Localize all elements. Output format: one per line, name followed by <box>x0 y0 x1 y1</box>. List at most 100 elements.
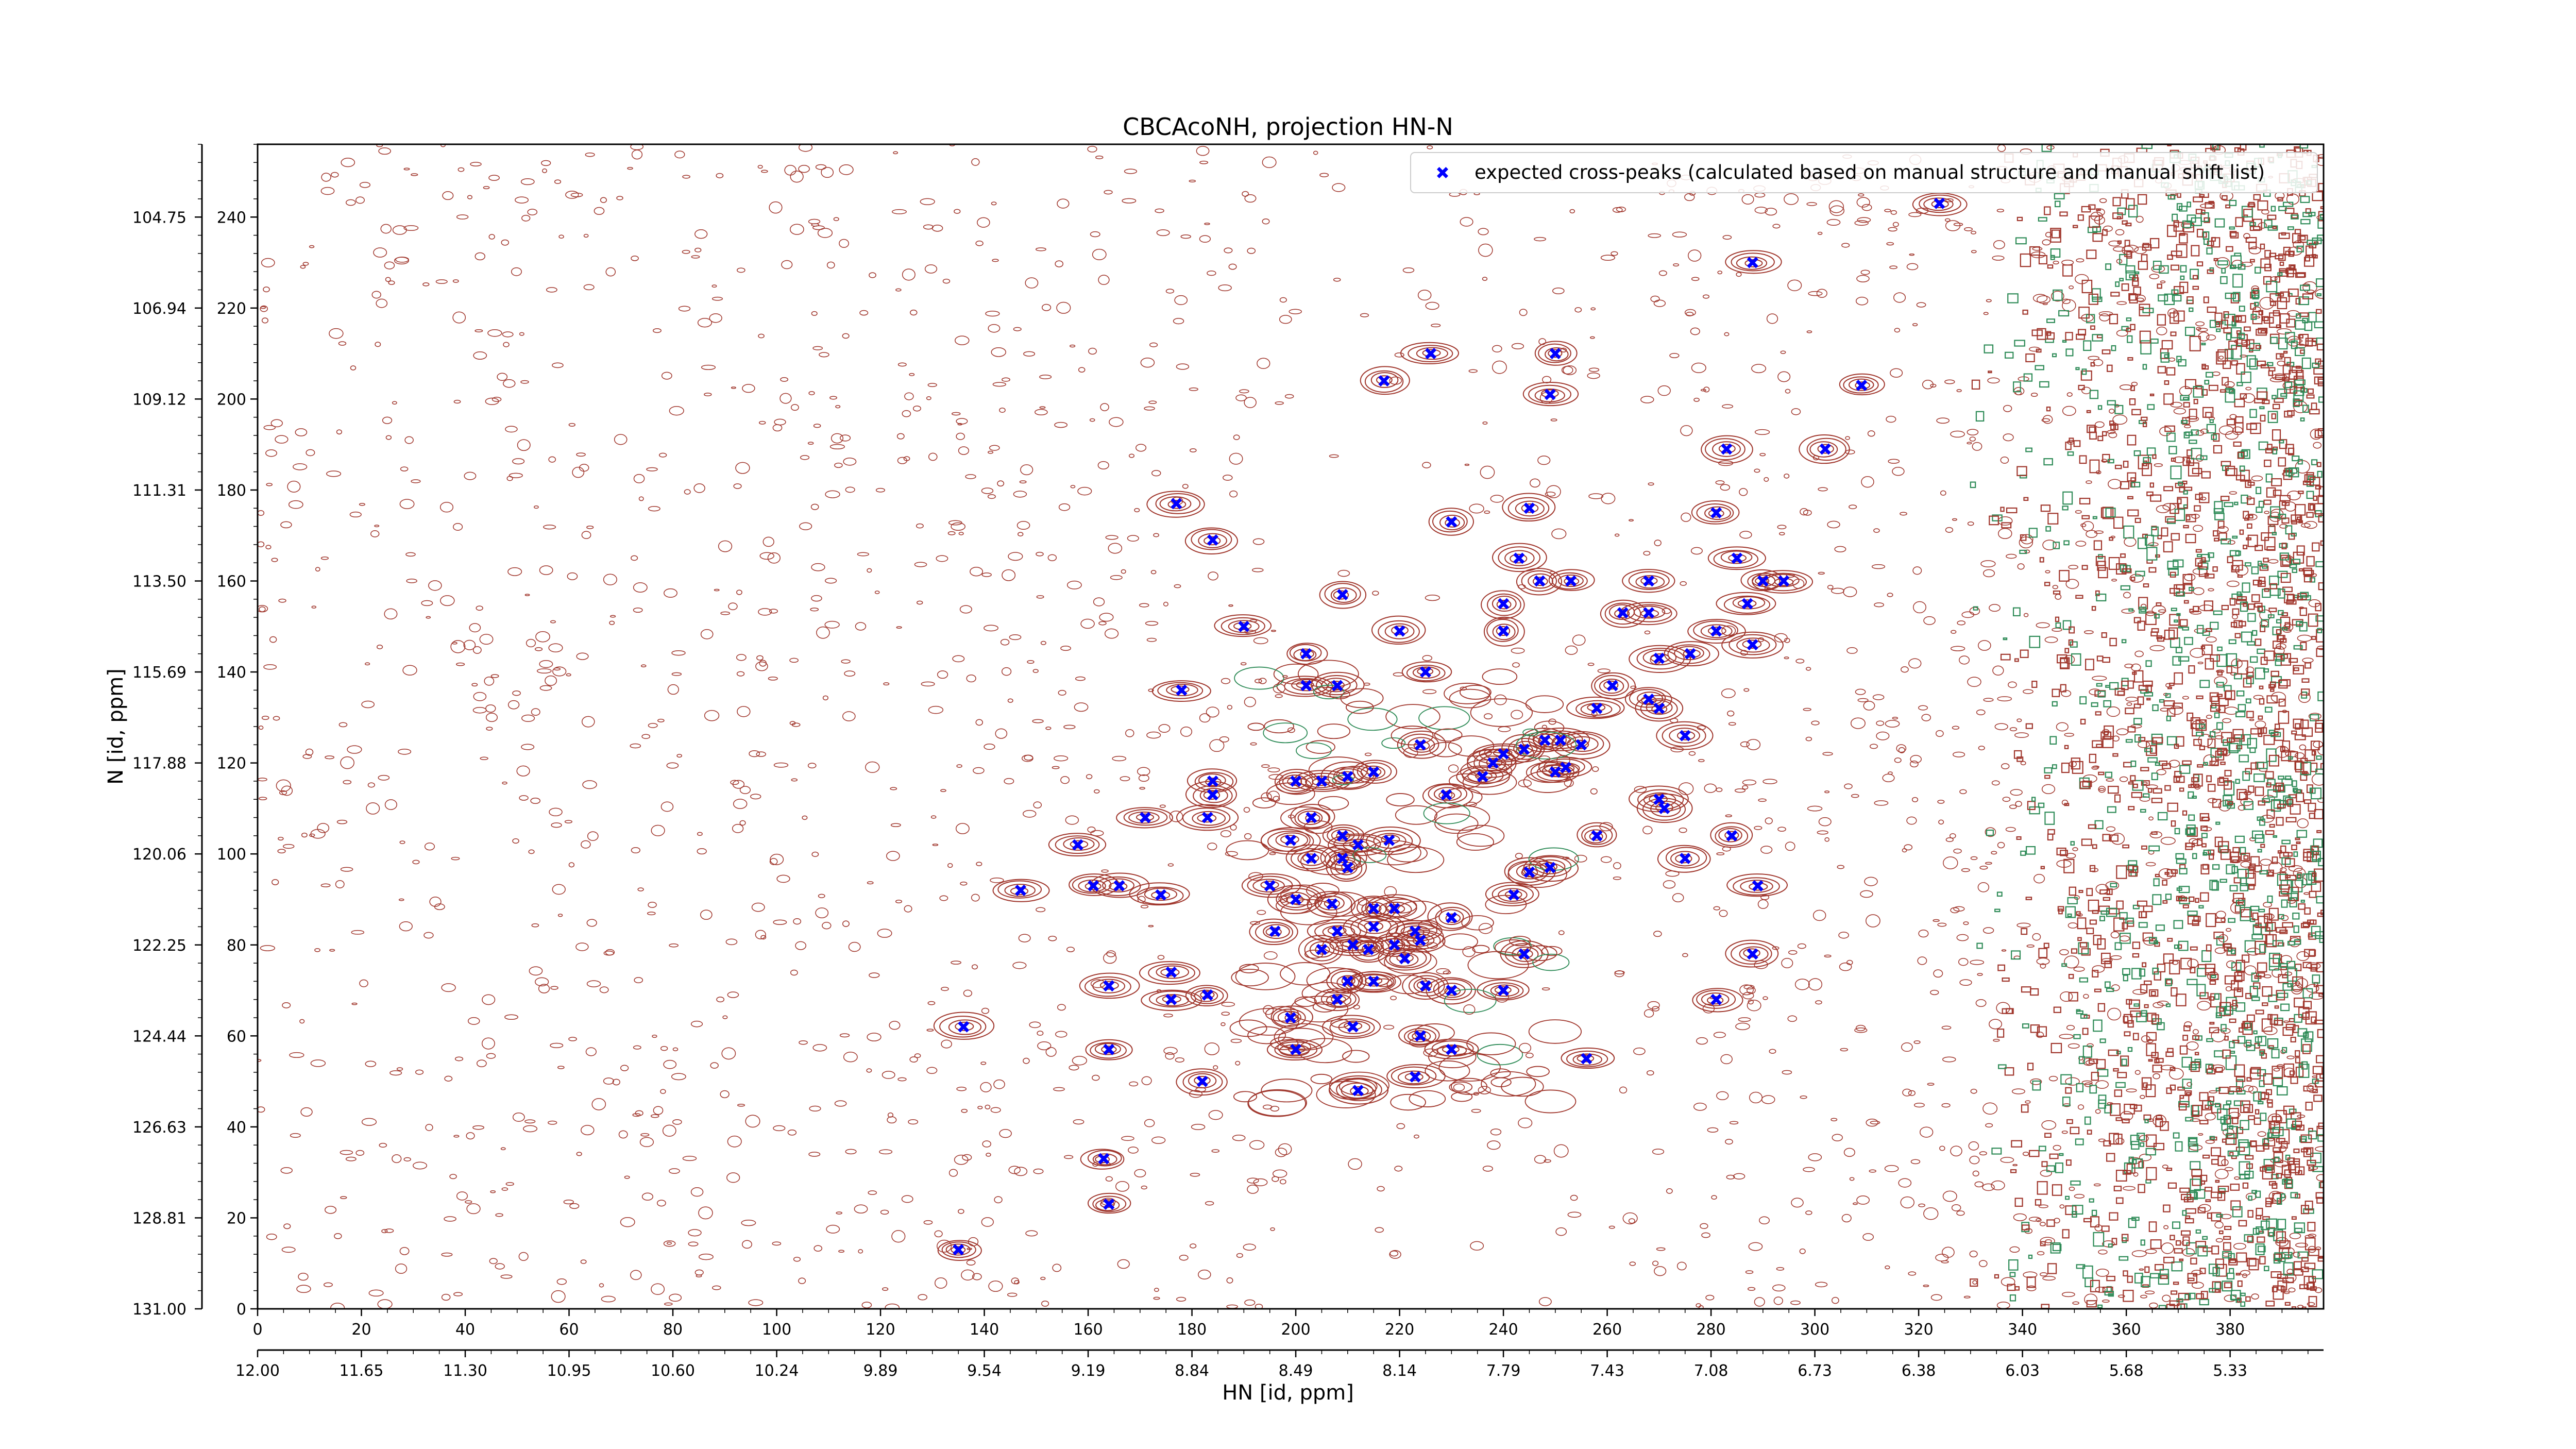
noise-contour <box>2197 1207 2206 1214</box>
contour-ring <box>1594 675 1629 696</box>
noise-contour <box>1688 751 1696 756</box>
noise-contour <box>2024 549 2030 554</box>
noise-contour <box>2116 301 2127 305</box>
noise-contour <box>601 1295 616 1303</box>
noise-contour <box>2229 226 2235 230</box>
noise-contour <box>2134 1272 2143 1284</box>
noise-contour <box>399 499 415 509</box>
noise-contour <box>2284 971 2293 976</box>
noise-contour <box>916 523 924 529</box>
noise-contour <box>2256 486 2262 494</box>
noise-contour <box>991 201 997 206</box>
contour-ring <box>1326 993 1352 1007</box>
noise-contour <box>2248 246 2261 255</box>
noise-contour <box>2251 566 2259 575</box>
noise-contour <box>2236 690 2245 697</box>
noise-contour <box>406 578 417 583</box>
noise-contour <box>2119 776 2128 782</box>
noise-contour <box>523 1125 538 1133</box>
noise-contour <box>2189 1138 2197 1143</box>
noise-contour <box>1218 284 1232 292</box>
noise-contour <box>2130 577 2136 581</box>
noise-contour <box>481 1037 495 1050</box>
noise-contour <box>1916 302 1926 308</box>
noise-contour <box>2173 920 2183 929</box>
noise-contour <box>2178 626 2183 629</box>
noise-contour <box>2284 381 2293 389</box>
noise-contour <box>2318 183 2324 192</box>
noise-contour <box>2274 1252 2283 1259</box>
noise-contour <box>1989 515 1999 526</box>
noise-contour <box>1348 1158 1362 1170</box>
noise-contour <box>2284 1254 2292 1259</box>
noise-contour <box>2308 503 2314 511</box>
noise-contour <box>1236 1253 1243 1258</box>
noise-contour <box>2240 1301 2246 1307</box>
noise-contour <box>2143 793 2150 798</box>
noise-contour <box>2178 1103 2187 1111</box>
noise-contour <box>815 907 829 918</box>
contour-ring <box>1670 851 1700 867</box>
noise-contour <box>504 1014 519 1020</box>
noise-contour <box>2226 246 2233 252</box>
contour-ring <box>1280 835 1299 844</box>
noise-contour <box>1908 212 1922 217</box>
noise-contour <box>2292 456 2300 462</box>
contour-ring <box>939 1016 987 1038</box>
noise-contour <box>1278 896 1289 903</box>
noise-contour <box>2200 646 2206 650</box>
noise-contour <box>2308 1164 2314 1171</box>
noise-contour <box>2021 986 2031 993</box>
noise-contour <box>1208 571 1218 581</box>
noise-contour <box>1180 727 1193 737</box>
noise-contour <box>784 165 796 176</box>
noise-contour <box>758 420 766 425</box>
noise-contour <box>737 1103 745 1107</box>
contour-ring <box>1739 946 1769 962</box>
contour-ring <box>1635 575 1665 589</box>
noise-contour <box>762 536 774 547</box>
contour-ring <box>1264 719 1294 734</box>
contour-ring <box>1347 707 1398 731</box>
contour-ring <box>1327 926 1347 935</box>
contour-ring <box>1409 1090 1446 1107</box>
noise-contour <box>879 1149 893 1155</box>
noise-contour <box>1072 1056 1088 1066</box>
noise-contour <box>384 1228 394 1233</box>
noise-contour <box>955 823 970 834</box>
noise-contour <box>2127 726 2136 733</box>
noise-contour <box>2168 446 2177 454</box>
noise-contour <box>580 1259 587 1264</box>
noise-contour <box>2315 485 2321 490</box>
noise-contour <box>2115 1082 2126 1088</box>
noise-contour <box>1978 746 1985 751</box>
noise-contour <box>866 1068 872 1073</box>
noise-contour <box>2193 587 2205 595</box>
noise-contour <box>2171 250 2182 257</box>
noise-contour <box>1134 508 1140 513</box>
contour-ring <box>1324 899 1340 908</box>
noise-contour <box>2190 966 2196 973</box>
contour-ring <box>1490 1077 1512 1087</box>
noise-contour <box>2230 255 2242 268</box>
noise-contour <box>2178 1292 2190 1301</box>
noise-contour <box>2292 233 2301 244</box>
noise-contour <box>2221 1024 2227 1032</box>
noise-contour <box>2255 1009 2264 1015</box>
noise-contour <box>2311 750 2316 756</box>
noise-contour <box>2215 750 2225 761</box>
noise-contour <box>2287 289 2299 297</box>
noise-contour <box>2138 737 2146 742</box>
noise-contour <box>880 1209 889 1215</box>
contour-ring <box>1280 899 1337 925</box>
noise-contour <box>2100 731 2112 740</box>
noise-contour <box>2201 389 2208 396</box>
noise-contour <box>1654 1266 1667 1276</box>
noise-contour <box>2206 913 2216 928</box>
noise-contour <box>2067 913 2072 917</box>
noise-contour <box>582 780 597 789</box>
noise-contour <box>1927 1083 1935 1086</box>
noise-contour <box>585 152 595 157</box>
noise-contour <box>2273 1258 2281 1264</box>
noise-contour <box>1538 1297 1552 1306</box>
